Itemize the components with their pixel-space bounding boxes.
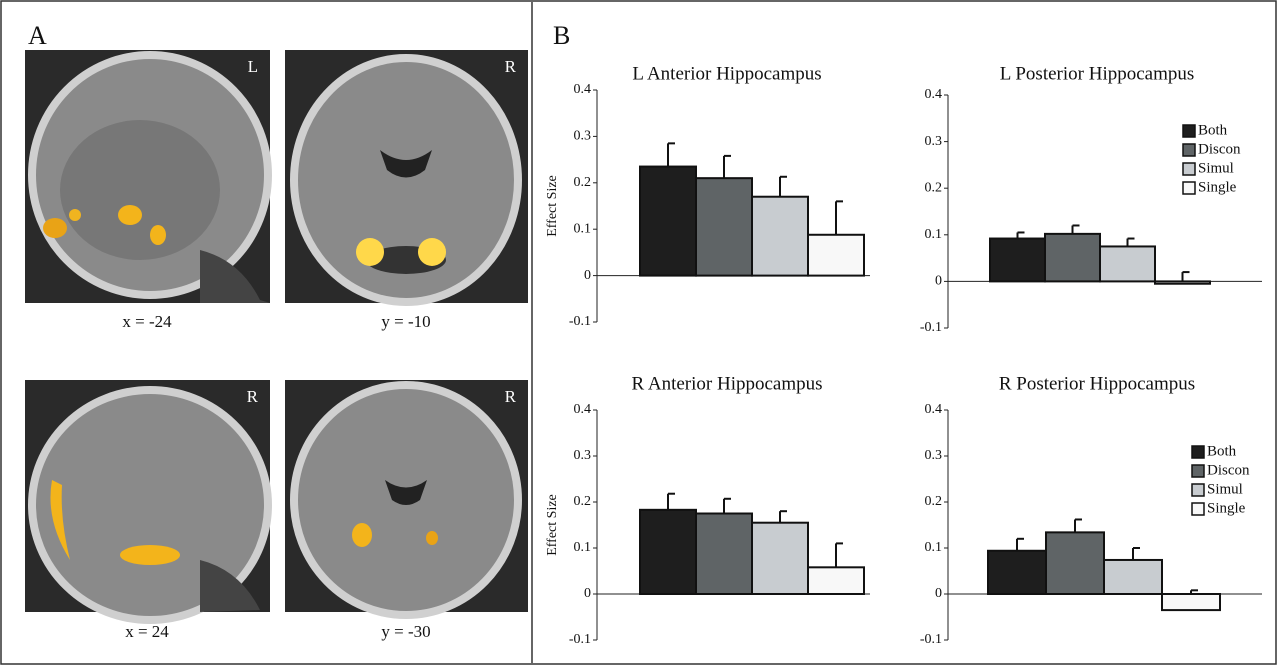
y-tick-label: 0.2 xyxy=(925,494,943,509)
y-tick-label: 0 xyxy=(935,274,942,289)
legend-label: Discon xyxy=(1207,462,1250,478)
y-tick-label: 0.1 xyxy=(925,540,943,555)
y-tick-label: 0.4 xyxy=(925,402,943,417)
y-tick-label: 0.2 xyxy=(925,180,943,195)
y-tick-label: -0.1 xyxy=(569,632,591,647)
legend-swatch xyxy=(1191,464,1205,478)
brain-image xyxy=(285,50,528,306)
y-tick-label: -0.1 xyxy=(569,314,591,329)
y-tick-label: 0.3 xyxy=(574,129,592,144)
legend-swatch xyxy=(1191,445,1205,459)
y-axis-label: Effect Size xyxy=(545,494,560,556)
chart-title: R Posterior Hippocampus xyxy=(999,373,1195,394)
bar xyxy=(1045,531,1105,595)
y-tick-label: 0 xyxy=(584,268,591,283)
orientation-label: R xyxy=(505,387,517,406)
chart-title: L Posterior Hippocampus xyxy=(1000,63,1195,84)
panel-label: B xyxy=(553,21,570,50)
brain-image xyxy=(285,380,528,619)
bar xyxy=(695,177,753,277)
y-tick-label: 0.3 xyxy=(574,448,592,463)
bar xyxy=(695,512,753,595)
image-caption: x = -24 xyxy=(122,312,172,331)
legend-label: Simul xyxy=(1198,160,1234,176)
legend-label: Both xyxy=(1207,443,1237,459)
y-tick-label: 0.1 xyxy=(574,221,592,236)
image-caption: y = -10 xyxy=(381,312,430,331)
image-caption: y = -30 xyxy=(381,622,430,641)
legend-label: Single xyxy=(1207,500,1246,516)
bar xyxy=(989,237,1046,283)
orientation-label: R xyxy=(247,387,259,406)
bar xyxy=(1161,593,1221,612)
legend-label: Simul xyxy=(1207,481,1243,497)
bar xyxy=(639,165,697,277)
legend-label: Both xyxy=(1198,122,1228,138)
bar xyxy=(1154,280,1211,285)
brain-image xyxy=(25,50,272,303)
orientation-label: R xyxy=(505,57,517,76)
y-axis-label: Effect Size xyxy=(545,175,560,237)
bar xyxy=(639,508,697,596)
y-tick-label: 0.1 xyxy=(574,540,592,555)
bar xyxy=(987,549,1047,596)
bar xyxy=(807,233,865,277)
bar xyxy=(807,566,865,596)
legend-swatch xyxy=(1182,124,1196,138)
legend-label: Discon xyxy=(1198,141,1241,157)
y-tick-label: 0.3 xyxy=(925,134,943,149)
legend-swatch xyxy=(1182,143,1196,157)
brain-image xyxy=(25,380,272,624)
legend-swatch xyxy=(1191,502,1205,516)
y-tick-label: -0.1 xyxy=(920,632,942,647)
orientation-label: L xyxy=(248,57,258,76)
bar xyxy=(751,521,809,596)
y-tick-label: 0.4 xyxy=(574,82,592,97)
legend-swatch xyxy=(1191,483,1205,497)
legend-label: Single xyxy=(1198,179,1237,195)
y-tick-label: 0.2 xyxy=(574,494,592,509)
legend-swatch xyxy=(1182,162,1196,176)
image-caption: x = 24 xyxy=(125,622,169,641)
legend-swatch xyxy=(1182,181,1196,195)
panel-label: A xyxy=(28,21,47,50)
chart-title: L Anterior Hippocampus xyxy=(632,63,821,84)
bar xyxy=(1103,558,1163,596)
y-tick-label: 0 xyxy=(584,586,591,601)
y-tick-label: 0.4 xyxy=(925,87,943,102)
chart-title: R Anterior Hippocampus xyxy=(631,373,822,394)
y-tick-label: 0 xyxy=(935,586,942,601)
y-tick-label: -0.1 xyxy=(920,320,942,335)
y-tick-label: 0.1 xyxy=(925,227,943,242)
y-tick-label: 0.3 xyxy=(925,448,943,463)
y-tick-label: 0.4 xyxy=(574,402,592,417)
bar xyxy=(751,195,809,277)
y-tick-label: 0.2 xyxy=(574,175,592,190)
bar xyxy=(1099,245,1156,283)
bar xyxy=(1044,232,1101,283)
